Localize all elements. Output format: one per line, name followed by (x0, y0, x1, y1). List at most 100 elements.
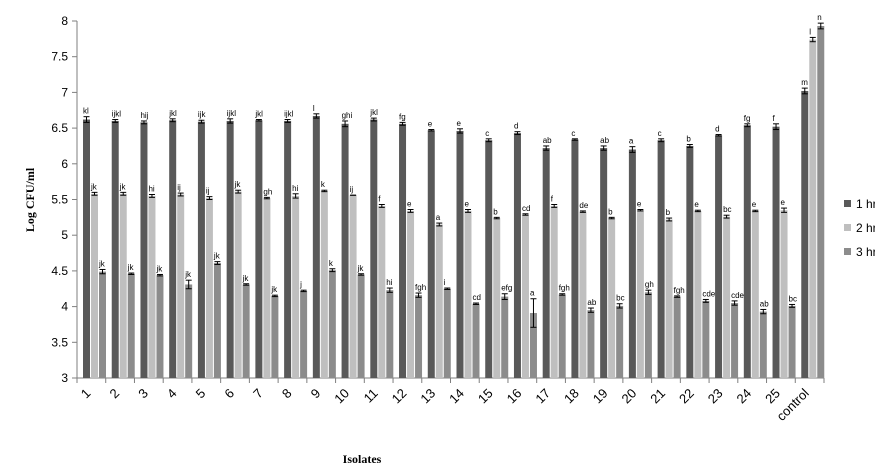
bar-3-hr-16 (529, 313, 537, 378)
significance-label: jk (234, 180, 242, 189)
significance-label: ghi (342, 111, 353, 120)
significance-label: bc (723, 205, 731, 214)
y-tick-label: 5 (61, 228, 68, 242)
x-tick-label: 10 (331, 386, 352, 407)
x-tick-label: 3 (135, 386, 151, 402)
significance-label: efg (501, 284, 512, 293)
bar-1-hr-15 (485, 140, 493, 378)
bar-2-hr-16 (521, 214, 529, 378)
bar-1-hr-18 (571, 139, 579, 378)
significance-label: cde (731, 291, 744, 300)
significance-label: cd (522, 204, 530, 213)
bar-2-hr-14 (464, 210, 472, 378)
bar-2-hr-24 (751, 210, 759, 378)
significance-label: cd (473, 293, 481, 302)
significance-label: hij (140, 111, 148, 120)
legend-label: 2 hr (856, 221, 875, 235)
y-axis-title: Log CFU/ml (23, 167, 37, 232)
x-axis-title: Isolates (343, 452, 382, 463)
bar-3-hr-23 (731, 303, 739, 378)
significance-label: jk (184, 270, 192, 279)
bar-2-hr-17 (550, 205, 558, 378)
bar-1-hr-14 (456, 130, 464, 378)
bar-2-hr-21 (665, 219, 673, 378)
significance-label: j (299, 280, 302, 289)
bar-3-hr-15 (501, 296, 509, 378)
significance-label: ab (587, 298, 596, 307)
significance-label: f (551, 194, 554, 203)
x-tick-label: control (774, 385, 812, 423)
significance-label: jk (98, 259, 106, 268)
significance-label: e (752, 200, 757, 209)
bar-1-hr-11 (370, 119, 378, 379)
bar-3-hr-6 (242, 284, 250, 378)
bar-3-hr-24 (759, 311, 767, 378)
significance-label: c (485, 129, 489, 138)
y-tick-label: 4.5 (51, 264, 68, 278)
significance-label: n (817, 13, 821, 22)
significance-label: b (493, 207, 498, 216)
significance-label: e (457, 119, 462, 128)
x-tick-label: 20 (619, 386, 640, 407)
bar-3-hr-17 (558, 294, 566, 378)
x-tick-label: 1 (78, 386, 94, 402)
bar-2-hr-22 (694, 210, 702, 378)
significance-label: e (428, 120, 433, 129)
significance-label: d (514, 122, 518, 131)
bar-3-hr-12 (415, 295, 423, 378)
significance-label: e (407, 199, 412, 208)
significance-label: b (608, 207, 613, 216)
bar-1-hr-5 (197, 121, 205, 378)
bar-1-hr-23 (715, 135, 723, 378)
x-tick-label: 8 (279, 386, 295, 402)
bar-3-hr-5 (213, 263, 221, 378)
bar-1-hr-9 (312, 115, 320, 378)
significance-label: jk (270, 285, 278, 294)
significance-label: d (715, 125, 719, 134)
significance-label: ab (600, 136, 609, 145)
significance-label: fg (399, 112, 406, 121)
significance-label: a (530, 289, 535, 298)
significance-label: e (637, 199, 642, 208)
significance-label: ij (177, 183, 181, 192)
x-tick-label: 16 (504, 386, 525, 407)
significance-label: hi (292, 184, 298, 193)
significance-label: hi (386, 278, 392, 287)
significance-label: m (801, 78, 808, 87)
x-tick-label: 4 (164, 386, 180, 402)
significance-label: de (579, 201, 588, 210)
bar-3-hr-22 (702, 300, 710, 378)
bar-3-hr-11 (386, 290, 394, 378)
significance-label: e (694, 200, 699, 209)
bar-3-hr-10 (357, 274, 365, 378)
bar-1-hr-25 (772, 126, 780, 378)
bar-2-hr-8 (292, 195, 300, 378)
bar-3-hr-21 (673, 296, 681, 378)
bar-3-hr-19 (616, 305, 624, 378)
x-tick-label: 15 (475, 386, 496, 407)
bar-2-hr-2 (119, 193, 127, 378)
y-tick-label: 7.5 (51, 50, 68, 64)
bar-2-hr-7 (263, 198, 271, 378)
bar-1-hr-17 (542, 148, 550, 378)
significance-label: fg (744, 114, 751, 123)
significance-label: f (378, 194, 381, 203)
significance-label: a (629, 137, 634, 146)
x-tick-label: 9 (308, 386, 324, 402)
bar-2-hr-19 (608, 218, 616, 378)
legend-label: 1 hr (856, 197, 875, 211)
x-tick-label: 22 (676, 386, 697, 407)
bar-2-hr-13 (435, 224, 443, 378)
x-tick-label: 25 (762, 386, 783, 407)
bar-2-hr-6 (234, 191, 242, 378)
significance-label: gh (263, 187, 272, 196)
significance-label: b (666, 208, 671, 217)
significance-label: a (436, 213, 441, 222)
bar-3-hr-13 (443, 288, 451, 378)
bar-3-hr-14 (472, 303, 480, 378)
significance-label: k (321, 180, 326, 189)
bar-3-hr-3 (156, 275, 164, 378)
bar-1-hr-10 (341, 123, 349, 378)
y-tick-label: 5.5 (51, 193, 68, 207)
